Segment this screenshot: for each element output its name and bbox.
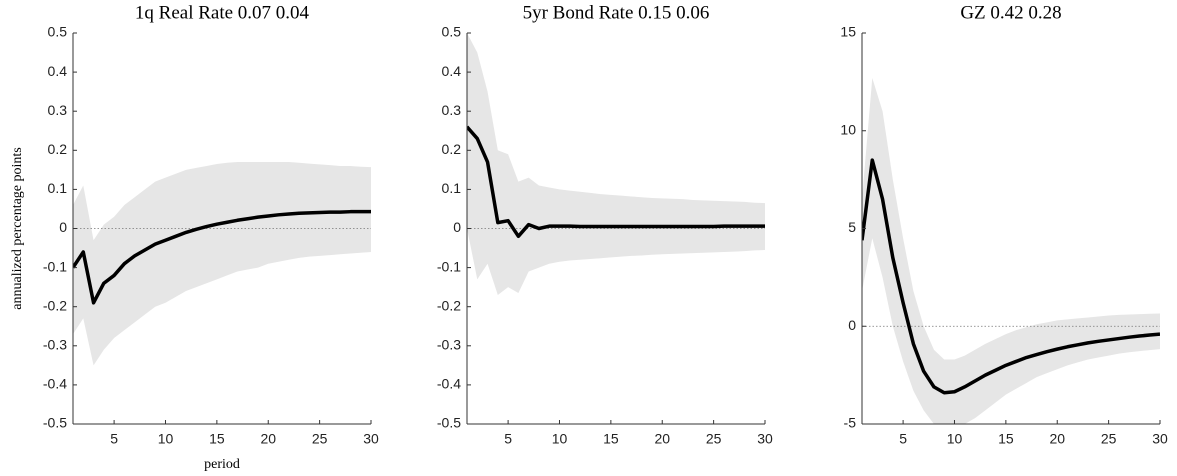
x-tick-label: 30 bbox=[363, 431, 379, 447]
y-tick-label: 0 bbox=[848, 317, 856, 333]
x-tick-label: 20 bbox=[654, 431, 670, 447]
y-tick-label: 0.1 bbox=[442, 180, 462, 196]
y-tick-label: 10 bbox=[840, 121, 856, 137]
y-tick-label: -0.3 bbox=[437, 337, 461, 353]
x-tick-label: 5 bbox=[110, 431, 118, 447]
y-tick-label: -0.5 bbox=[43, 415, 67, 431]
y-tick-label: 0.2 bbox=[48, 141, 68, 157]
y-tick-label: 0 bbox=[59, 219, 67, 235]
x-tick-label: 15 bbox=[209, 431, 225, 447]
plot-area bbox=[467, 33, 765, 295]
y-axis-label: annualized percentage points bbox=[10, 147, 25, 309]
panel: -5 0 5 10 15 5 10 15 20 25 30 GZ 0.42 0.28 bbox=[840, 2, 1168, 446]
x-tick-label: 25 bbox=[706, 431, 722, 447]
x-tick-label: 25 bbox=[312, 431, 328, 447]
y-tick-label: 0.5 bbox=[48, 24, 68, 40]
median-line bbox=[467, 125, 765, 239]
y-tick-label: 0.2 bbox=[442, 141, 462, 157]
y-tick-label: 0.1 bbox=[48, 180, 68, 196]
x-tick-label: 30 bbox=[757, 431, 773, 447]
y-tick-label: 0.3 bbox=[48, 102, 68, 118]
y-tick-label: 0 bbox=[453, 219, 461, 235]
panel: -0.5 -0.4 -0.3 -0.2 -0.1 0 0.1 0.2 0.3 0.4 0.5 5 10 1… bbox=[437, 2, 773, 446]
x-axis-label: period bbox=[204, 457, 240, 472]
y-tick-label: -0.3 bbox=[43, 337, 67, 353]
x-tick-label: 10 bbox=[552, 431, 568, 447]
y-tick-label: -0.4 bbox=[43, 376, 67, 392]
y-tick-label: 0.4 bbox=[48, 63, 68, 79]
x-tick-label: 15 bbox=[603, 431, 619, 447]
x-tick-label: 10 bbox=[158, 431, 174, 447]
x-tick-label: 10 bbox=[947, 431, 963, 447]
panel-title: 5yr Bond Rate 0.15 0.06 bbox=[523, 2, 710, 23]
y-tick-label: 0.5 bbox=[442, 24, 462, 40]
y-tick-label: -0.5 bbox=[437, 415, 461, 431]
x-tick-label: 30 bbox=[1152, 431, 1168, 447]
x-tick-label: 5 bbox=[504, 431, 512, 447]
y-tick-label: -0.2 bbox=[437, 297, 461, 313]
y-tick-label: -0.1 bbox=[437, 258, 461, 274]
y-tick-label: -0.1 bbox=[43, 258, 67, 274]
x-tick-label: 20 bbox=[1049, 431, 1065, 447]
x-tick-label: 5 bbox=[899, 431, 907, 447]
confidence-band bbox=[73, 162, 371, 366]
y-tick-label: 15 bbox=[840, 24, 856, 40]
median-line bbox=[862, 158, 1160, 395]
x-tick-label: 15 bbox=[998, 431, 1014, 447]
confidence-band bbox=[862, 77, 1160, 424]
y-tick-label: 0.4 bbox=[442, 63, 462, 79]
x-tick-label: 20 bbox=[260, 431, 276, 447]
panel-title: GZ 0.42 0.28 bbox=[960, 2, 1061, 23]
x-tick-label: 25 bbox=[1101, 431, 1117, 447]
y-tick-label: 5 bbox=[848, 219, 856, 235]
panel-title: 1q Real Rate 0.07 0.04 bbox=[135, 2, 310, 23]
median-line bbox=[73, 209, 371, 305]
plot-area bbox=[73, 162, 371, 366]
y-tick-label: -5 bbox=[844, 415, 857, 431]
panel: -0.5 -0.4 -0.3 -0.2 -0.1 0 0.1 0.2 0.3 0.4 0.5 5 10 1… bbox=[10, 2, 379, 472]
y-tick-label: -0.2 bbox=[43, 297, 67, 313]
plot-area bbox=[862, 77, 1160, 424]
y-tick-label: 0.3 bbox=[442, 102, 462, 118]
confidence-band bbox=[467, 33, 765, 295]
y-tick-label: -0.4 bbox=[437, 376, 461, 392]
